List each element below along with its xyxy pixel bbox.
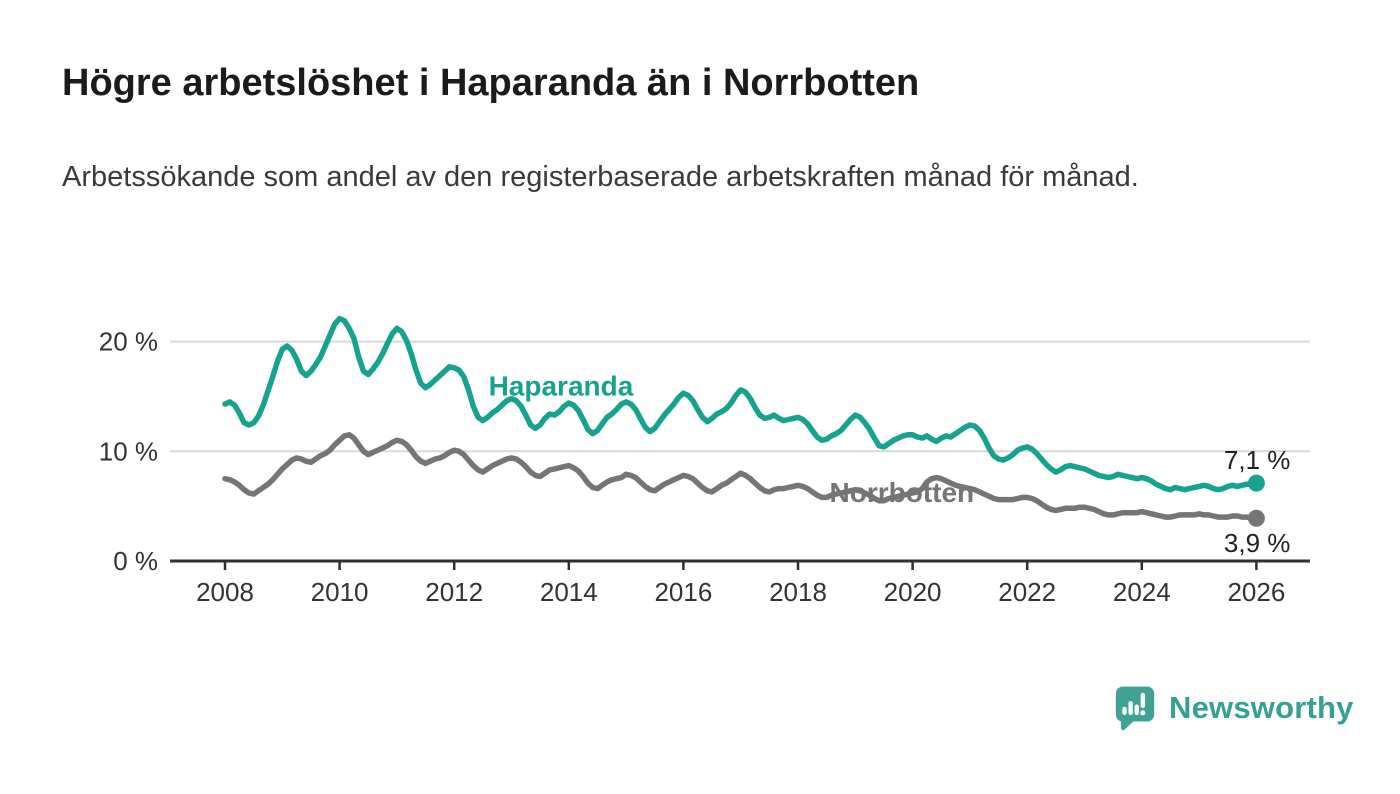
- newsworthy-brand: Newsworthy: [1114, 684, 1354, 732]
- x-tick-label: 2010: [311, 577, 369, 607]
- x-tick-label: 2012: [425, 577, 483, 607]
- newsworthy-logo-text: Newsworthy: [1169, 690, 1354, 725]
- x-tick-label: 2022: [998, 577, 1056, 607]
- x-tick-label: 2008: [196, 577, 254, 607]
- logo-bar-medium: [1134, 704, 1139, 715]
- unemployment-line-chart: 2008 2010 2012 2014 2016 2018 2020 2022 2024 2026…: [99, 315, 1310, 607]
- x-tick-label: 2016: [654, 577, 712, 607]
- series-line-haparanda: [222, 315, 1260, 493]
- series-label: Norrbotten: [830, 477, 975, 508]
- x-tick-label: 2014: [540, 577, 598, 607]
- end-dot-haparanda: [1247, 474, 1265, 492]
- chart-title: Högre arbetslöshet i Haparanda än i Norr…: [62, 62, 920, 104]
- end-value-label: 7,1 %: [1224, 445, 1291, 475]
- newsworthy-logo-icon: [1115, 686, 1155, 731]
- x-tick-label: 2018: [769, 577, 827, 607]
- y-tick-label: 20 %: [99, 327, 158, 357]
- series-label: Haparanda: [489, 370, 634, 401]
- end-value-label: 3,9 %: [1224, 528, 1291, 558]
- x-tick-label: 2024: [1113, 577, 1171, 607]
- y-tick-label: 10 %: [99, 436, 158, 466]
- series-line-norrbotten: [222, 432, 1260, 521]
- x-tick-label: 2026: [1227, 577, 1285, 607]
- logo-bar-tall: [1128, 701, 1133, 715]
- chart-subtitle: Arbetssökande som andel av den registerb…: [62, 161, 1139, 193]
- logo-exclamation-bar: [1140, 692, 1146, 708]
- logo-exclamation-dot: [1140, 710, 1146, 716]
- end-dot-norrbotten: [1247, 509, 1265, 527]
- x-tick-label: 2020: [884, 577, 942, 607]
- logo-bar-small: [1122, 706, 1127, 715]
- y-tick-label: 0 %: [113, 546, 158, 576]
